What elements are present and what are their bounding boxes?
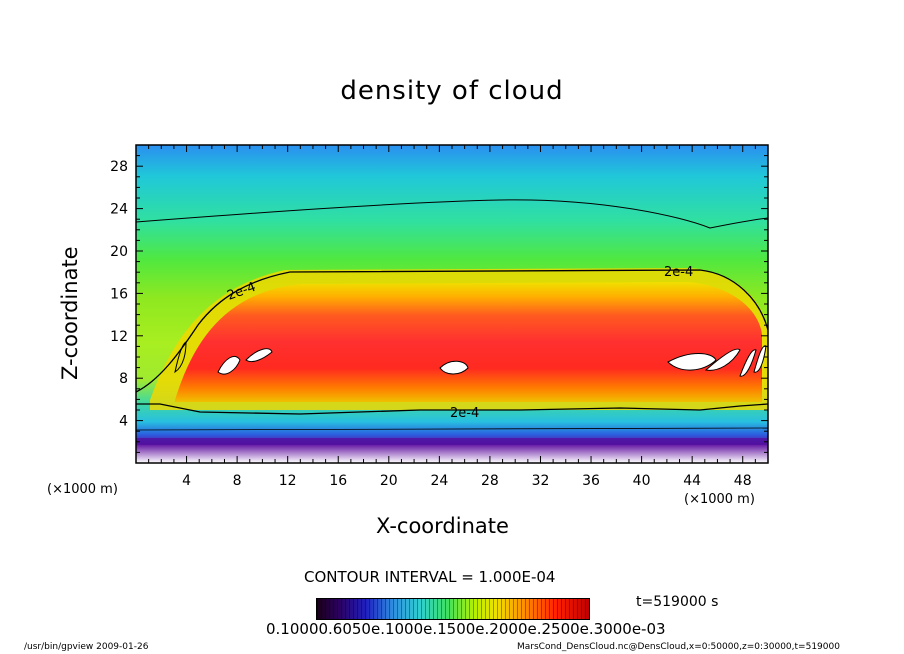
- x-tick-label: 8: [233, 473, 242, 489]
- y-axis-label: Z-coordinate: [58, 246, 82, 380]
- x-unit-label: (×1000 m): [47, 482, 118, 497]
- x-axis-label: X-coordinate: [376, 514, 509, 538]
- colorbar: [316, 598, 590, 620]
- x-axis: 4 8 12 16 20 24 28 32 36 40 44 48: [148, 145, 756, 489]
- y-tick-label: 24: [110, 202, 128, 218]
- y-tick-label: 16: [110, 286, 128, 302]
- heatmap-field: 2e-4 2e-4 2e-4: [136, 145, 768, 463]
- chart-title: density of cloud: [340, 76, 564, 106]
- contour-line: [136, 199, 768, 229]
- x-tick-label: 16: [329, 473, 347, 489]
- max-patch: [439, 360, 469, 375]
- x-unit-label: (×1000 m): [684, 492, 755, 507]
- x-tick-label: 28: [481, 473, 499, 489]
- max-patch: [739, 349, 757, 377]
- y-axis: 4 8 12 16 20 24 28: [110, 155, 768, 453]
- y-tick-label: 4: [119, 414, 128, 430]
- x-tick-label: 20: [380, 473, 398, 489]
- contour-line: [136, 269, 768, 393]
- x-tick-label: 12: [279, 473, 297, 489]
- contour-interval: CONTOUR INTERVAL = 1.000E-04: [304, 568, 556, 586]
- max-patch: [217, 356, 241, 375]
- colorbar-labels: 0.10000.6050e.1000e.1500e.2000e.2500e.30…: [266, 620, 666, 638]
- x-tick-label: 32: [532, 473, 550, 489]
- contour-label: 2e-4: [450, 406, 479, 421]
- time-label: t=519000 s: [636, 594, 719, 610]
- y-tick-label: 20: [110, 244, 128, 260]
- max-patch: [667, 353, 717, 371]
- x-tick-label: 24: [430, 473, 448, 489]
- max-patch: [704, 348, 741, 371]
- x-tick-label: 4: [182, 473, 191, 489]
- footer-left: /usr/bin/gpview 2009-01-26: [24, 642, 149, 652]
- max-patch: [245, 348, 273, 363]
- x-tick-label: 44: [683, 473, 701, 489]
- y-tick-label: 8: [119, 371, 128, 387]
- cloud-body: [175, 282, 762, 402]
- x-tick-label: 36: [582, 473, 600, 489]
- contour-line: [174, 341, 187, 374]
- lower-band: [136, 438, 768, 445]
- contour-label: 2e-4: [664, 265, 693, 280]
- x-tick-label: 48: [734, 473, 752, 489]
- footer-right: MarsCond_DensCloud.nc@DensCloud,x=0:5000…: [517, 642, 840, 652]
- y-tick-label: 12: [110, 329, 128, 345]
- contour-line: [136, 403, 768, 415]
- x-tick-label: 40: [633, 473, 651, 489]
- y-tick-label: 28: [110, 159, 128, 175]
